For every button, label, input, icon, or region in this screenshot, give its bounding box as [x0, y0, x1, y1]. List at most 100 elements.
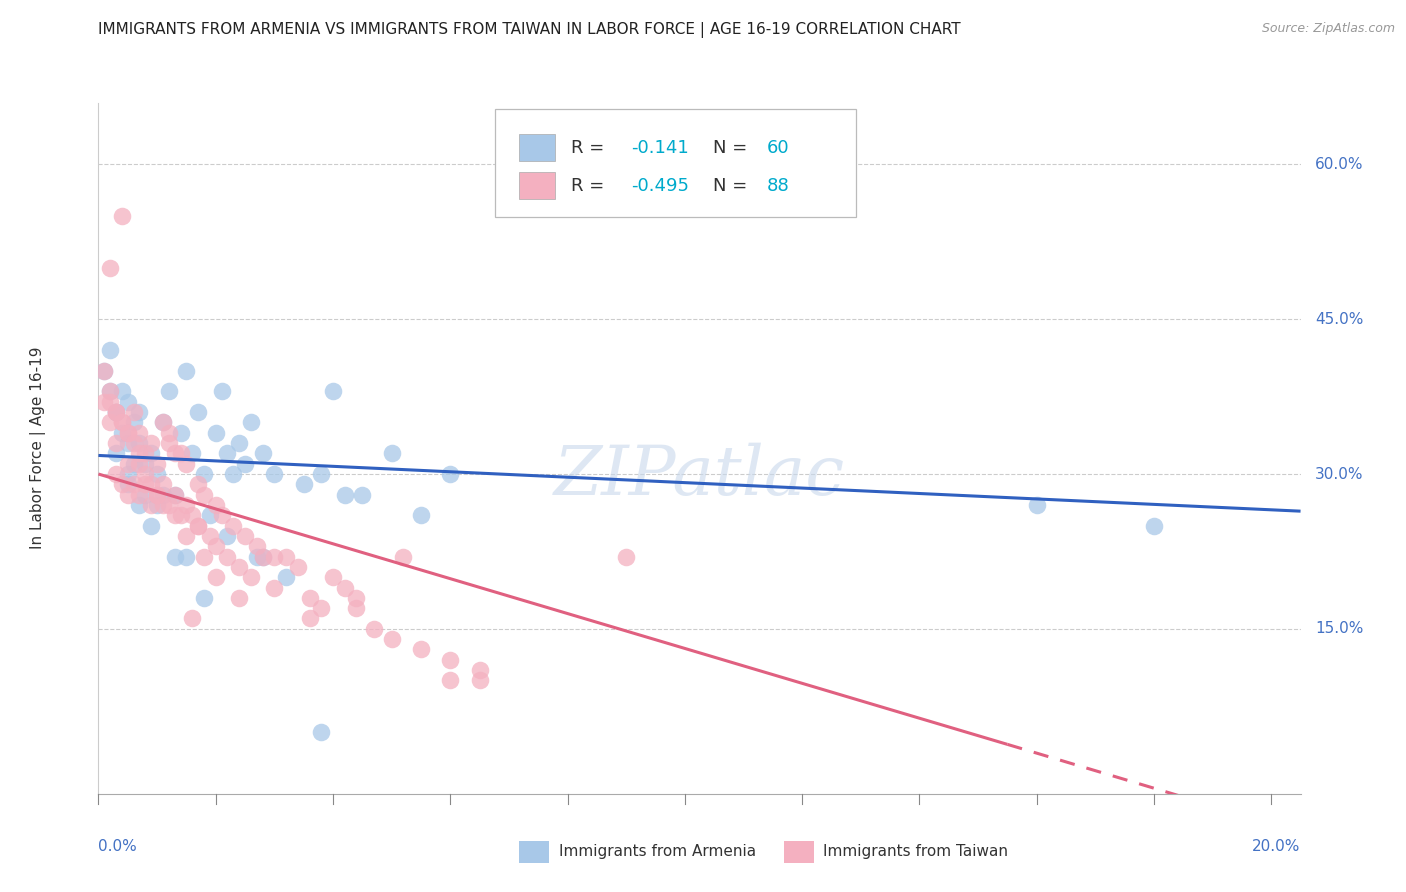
Point: [309, 601, 332, 615]
Point: [204, 570, 226, 584]
Point: [222, 518, 245, 533]
Point: [122, 477, 145, 491]
Point: [128, 425, 150, 440]
Point: [128, 498, 150, 512]
Point: [134, 457, 156, 471]
Point: [111, 416, 134, 430]
Point: [392, 549, 415, 564]
Point: [176, 498, 198, 512]
Bar: [519, 841, 550, 863]
Text: In Labor Force | Age 16-19: In Labor Force | Age 16-19: [31, 347, 46, 549]
Point: [181, 446, 204, 460]
Bar: [783, 841, 814, 863]
Point: [204, 498, 226, 512]
Point: [134, 477, 156, 491]
Point: [233, 457, 256, 471]
Point: [98, 394, 121, 409]
Point: [409, 642, 432, 657]
Point: [298, 611, 321, 625]
Point: [98, 260, 121, 275]
Point: [141, 477, 163, 491]
Point: [228, 560, 250, 574]
Point: [141, 518, 163, 533]
Point: [239, 570, 262, 584]
Point: [211, 384, 233, 399]
Point: [198, 508, 221, 523]
Point: [163, 508, 186, 523]
Point: [252, 549, 274, 564]
Point: [228, 591, 250, 605]
Point: [163, 488, 186, 502]
Point: [246, 539, 269, 553]
Point: [98, 384, 121, 399]
Point: [117, 477, 139, 491]
Text: IMMIGRANTS FROM ARMENIA VS IMMIGRANTS FROM TAIWAN IN LABOR FORCE | AGE 16-19 COR: IMMIGRANTS FROM ARMENIA VS IMMIGRANTS FR…: [98, 22, 962, 38]
Text: 60: 60: [766, 138, 789, 156]
Point: [117, 425, 139, 440]
Point: [105, 405, 128, 419]
Point: [468, 673, 491, 688]
Point: [409, 508, 432, 523]
Point: [141, 498, 163, 512]
Point: [105, 436, 128, 450]
Point: [309, 467, 332, 481]
Point: [439, 673, 461, 688]
Point: [152, 488, 174, 502]
Point: [181, 611, 204, 625]
Point: [181, 508, 204, 523]
Point: [187, 518, 209, 533]
Point: [141, 446, 163, 460]
Point: [187, 405, 209, 419]
Text: 20.0%: 20.0%: [1253, 838, 1301, 854]
Point: [298, 591, 321, 605]
Point: [176, 457, 198, 471]
Point: [252, 549, 274, 564]
Point: [122, 457, 145, 471]
Point: [287, 560, 309, 574]
Point: [163, 549, 186, 564]
Point: [152, 498, 174, 512]
Point: [111, 209, 134, 223]
Point: [176, 364, 198, 378]
Point: [105, 467, 128, 481]
Point: [274, 549, 297, 564]
FancyBboxPatch shape: [495, 110, 856, 217]
Point: [193, 467, 215, 481]
Point: [204, 425, 226, 440]
Point: [233, 529, 256, 543]
Point: [322, 384, 344, 399]
Point: [111, 477, 134, 491]
Point: [117, 425, 139, 440]
Point: [146, 498, 169, 512]
Text: -0.495: -0.495: [631, 177, 689, 194]
Point: [193, 591, 215, 605]
Point: [169, 446, 191, 460]
Text: 30.0%: 30.0%: [1315, 467, 1364, 482]
Point: [134, 467, 156, 481]
Point: [146, 488, 169, 502]
Point: [204, 539, 226, 553]
Point: [111, 416, 134, 430]
Point: [381, 632, 404, 646]
Text: 60.0%: 60.0%: [1315, 157, 1364, 172]
Point: [93, 394, 115, 409]
Point: [228, 436, 250, 450]
Text: N =: N =: [713, 138, 747, 156]
Point: [163, 488, 186, 502]
Point: [309, 725, 332, 739]
Bar: [519, 172, 555, 199]
Point: [1143, 518, 1166, 533]
Point: [128, 436, 150, 450]
Point: [98, 343, 121, 358]
Point: [222, 467, 245, 481]
Point: [263, 467, 285, 481]
Point: [98, 384, 121, 399]
Text: Source: ZipAtlas.com: Source: ZipAtlas.com: [1261, 22, 1395, 36]
Point: [128, 457, 150, 471]
Point: [352, 488, 374, 502]
Point: [111, 425, 134, 440]
Point: [128, 488, 150, 502]
Point: [381, 446, 404, 460]
Point: [122, 405, 145, 419]
Point: [111, 384, 134, 399]
